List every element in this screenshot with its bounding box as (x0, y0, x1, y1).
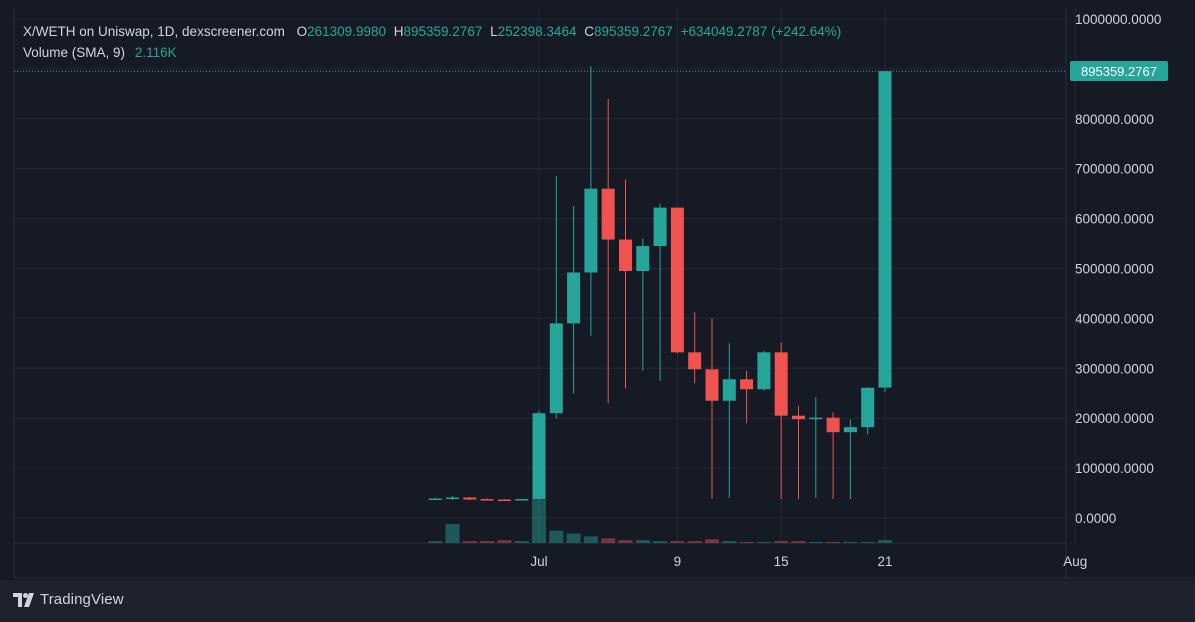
volume-bar (445, 524, 460, 543)
low-label: L (490, 24, 498, 39)
close-value: 895359.2767 (593, 24, 673, 39)
volume-bar (878, 540, 892, 543)
footer-bar (0, 580, 1195, 622)
tradingview-logo[interactable]: TradingView (13, 591, 124, 608)
tradingview-icon (13, 592, 34, 607)
x-tick-label: 15 (774, 554, 789, 569)
candle-body (601, 188, 615, 240)
volume-bar (653, 541, 668, 543)
x-tick-label: 21 (877, 554, 892, 569)
candle-body (722, 379, 736, 401)
volume-bar (566, 533, 581, 543)
candle-body (428, 498, 442, 501)
volume-bar (705, 539, 719, 543)
volume-bar (514, 541, 529, 543)
volume-label: Volume (SMA, 9) (23, 45, 126, 60)
volume-bar (843, 542, 858, 543)
volume-bar (428, 541, 443, 543)
high-value: 895359.2767 (403, 24, 483, 39)
x-tick-label: Aug (1063, 554, 1087, 569)
y-tick-label: 600000.0000 (1075, 212, 1154, 227)
volume-bar (532, 499, 546, 543)
y-tick-label: 400000.0000 (1075, 311, 1154, 326)
y-tick-label: 300000.0000 (1075, 361, 1154, 376)
volume-bar (583, 536, 598, 543)
y-tick-label: 500000.0000 (1075, 262, 1154, 277)
high-label: H (393, 24, 404, 39)
y-tick-label: 0.0000 (1075, 511, 1116, 526)
open-label: O (296, 24, 308, 39)
volume-bar (791, 541, 806, 543)
last-price-badge: 895359.2767 (1070, 61, 1168, 81)
volume-bar (826, 542, 841, 543)
y-tick-label: 800000.0000 (1075, 112, 1154, 127)
candle-body (636, 246, 650, 271)
y-tick-label: 100000.0000 (1075, 461, 1154, 476)
symbol-title: X/WETH on Uniswap, 1D, dexscreener.com (23, 24, 285, 39)
candle-body (619, 239, 632, 271)
candle-body (515, 499, 529, 501)
candle-body (463, 497, 477, 500)
volume-bar (497, 540, 512, 543)
y-tick-label: 200000.0000 (1075, 411, 1154, 426)
volume-bar (618, 540, 633, 543)
volume-legend: Volume (SMA, 9) 2.116K (23, 45, 177, 60)
volume-bar (756, 542, 771, 543)
volume-bar (808, 542, 823, 543)
candle-body (757, 352, 771, 390)
candle-body (532, 413, 546, 500)
candle-body (792, 415, 805, 420)
candle-body (843, 427, 857, 433)
volume-bar (670, 541, 685, 543)
open-value: 261309.9980 (307, 24, 386, 39)
chart-area[interactable] (0, 0, 1195, 580)
volume-bar (601, 538, 616, 543)
candle-body (653, 207, 667, 247)
candle-body (480, 499, 494, 501)
volume-bar (860, 542, 875, 543)
candle-body (774, 352, 788, 416)
candle-body (878, 71, 892, 388)
candle-body (497, 499, 511, 502)
y-tick-label: 1000000.0000 (1075, 12, 1161, 27)
low-value: 252398.3464 (497, 24, 577, 39)
candle-body (705, 369, 719, 401)
volume-bar (739, 542, 754, 543)
volume-bar (480, 541, 495, 543)
candle-body (809, 417, 823, 420)
close-label: C (584, 24, 594, 39)
candle-body (446, 497, 459, 500)
y-tick-label: 700000.0000 (1075, 162, 1154, 177)
candle-body (826, 417, 840, 433)
ohlc-legend: X/WETH on Uniswap, 1D, dexscreener.com O… (23, 24, 841, 39)
candle-body (670, 207, 684, 353)
tradingview-logo-text: TradingView (40, 591, 124, 608)
candle-body (584, 188, 598, 273)
x-tick-label: 9 (674, 554, 682, 569)
candlestick-chart[interactable]: 1000000.0000900000.0000800000.0000700000… (0, 0, 1195, 580)
candle-body (740, 379, 754, 390)
change-value: +634049.2787 (+242.64%) (680, 24, 842, 39)
volume-value: 2.116K (134, 45, 177, 60)
volume-bar (687, 541, 702, 543)
volume-bar (774, 541, 789, 543)
x-tick-label: Jul (530, 554, 547, 569)
volume-bar (722, 541, 737, 543)
volume-bar (549, 530, 564, 543)
candle-body (861, 387, 875, 428)
volume-bar (462, 541, 477, 543)
candle-body (688, 352, 702, 370)
candle-body (567, 272, 581, 324)
volume-bar (635, 540, 650, 543)
candle-body (549, 323, 563, 414)
